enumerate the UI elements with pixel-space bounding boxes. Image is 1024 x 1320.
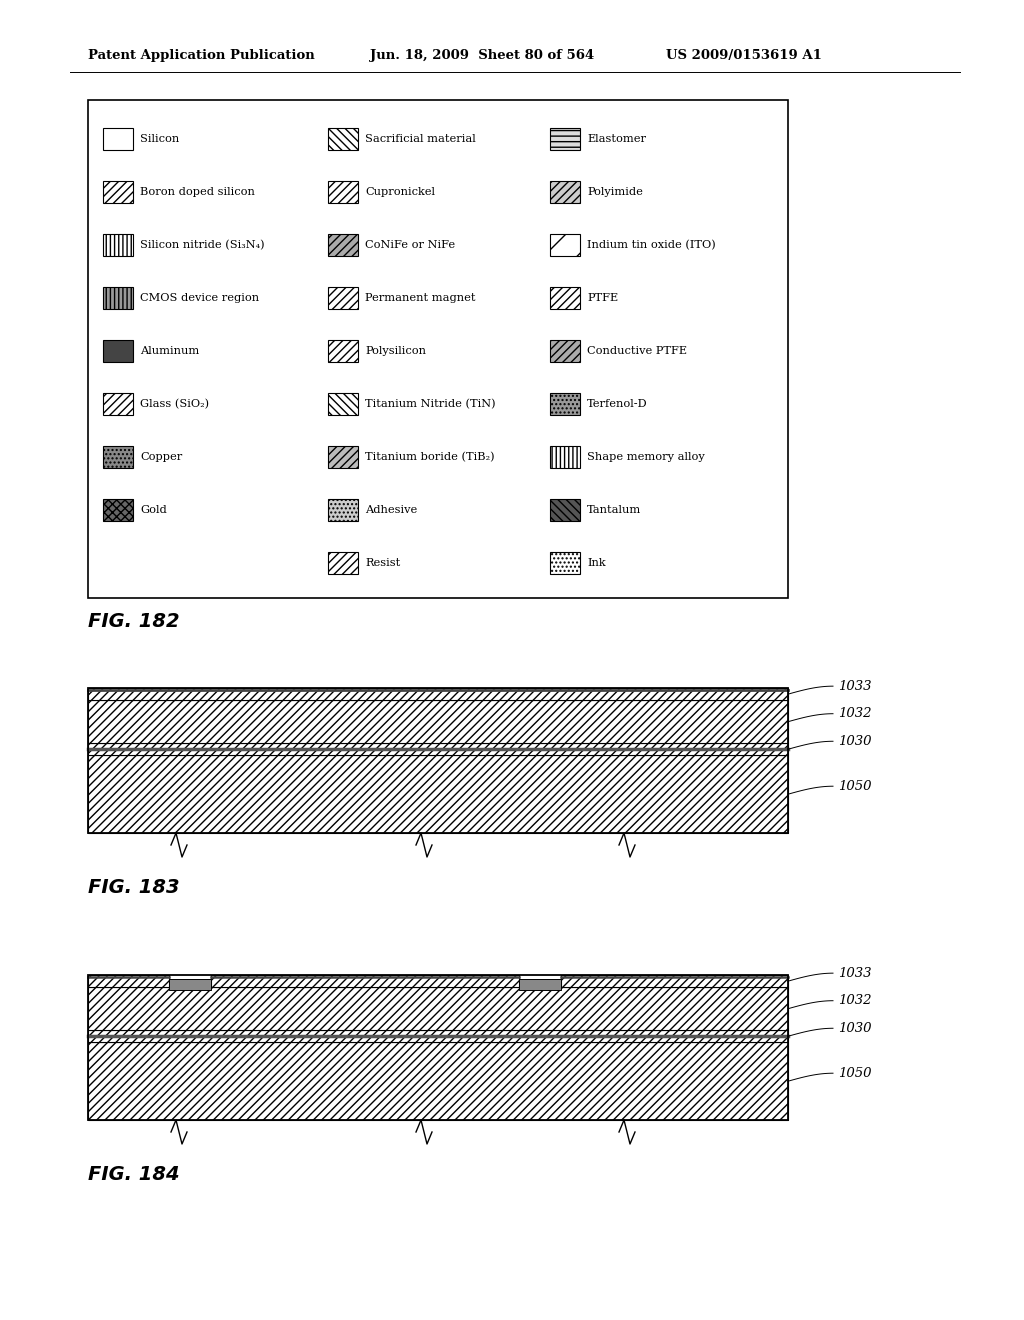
Text: Titanium boride (TiB₂): Titanium boride (TiB₂): [365, 451, 495, 462]
Text: FIG. 184: FIG. 184: [88, 1166, 179, 1184]
Bar: [550, 341, 580, 362]
Text: Titanium Nitride (TiN): Titanium Nitride (TiN): [365, 399, 496, 409]
Text: Cupronickel: Cupronickel: [365, 187, 435, 197]
Bar: [88, 975, 169, 987]
Text: Terfenol-D: Terfenol-D: [587, 399, 647, 409]
Bar: [550, 234, 580, 256]
Text: Permanent magnet: Permanent magnet: [365, 293, 475, 304]
Bar: [103, 393, 133, 414]
Bar: [550, 393, 580, 414]
Text: CMOS device region: CMOS device region: [140, 293, 259, 304]
Bar: [328, 341, 358, 362]
Bar: [88, 1030, 788, 1043]
Bar: [550, 286, 580, 309]
Bar: [550, 181, 580, 203]
Bar: [88, 975, 788, 1119]
Bar: [88, 755, 788, 833]
Text: Copper: Copper: [140, 451, 182, 462]
Text: Patent Application Publication: Patent Application Publication: [88, 49, 314, 62]
Text: CoNiFe or NiFe: CoNiFe or NiFe: [365, 240, 455, 249]
Text: US 2009/0153619 A1: US 2009/0153619 A1: [666, 49, 822, 62]
Bar: [550, 552, 580, 574]
Bar: [328, 446, 358, 469]
Bar: [550, 499, 580, 521]
Bar: [328, 128, 358, 150]
Text: 1033: 1033: [838, 680, 871, 693]
Bar: [88, 100, 788, 598]
Text: 1032: 1032: [838, 994, 871, 1007]
Bar: [328, 234, 358, 256]
Bar: [103, 286, 133, 309]
Bar: [211, 975, 518, 987]
Bar: [88, 701, 788, 743]
Bar: [88, 743, 788, 755]
Bar: [328, 286, 358, 309]
Text: 1032: 1032: [838, 708, 871, 721]
Text: Ink: Ink: [587, 558, 605, 568]
Text: Shape memory alloy: Shape memory alloy: [587, 451, 705, 462]
Bar: [103, 234, 133, 256]
Bar: [103, 341, 133, 362]
Bar: [518, 978, 560, 990]
Bar: [88, 987, 788, 1030]
Bar: [328, 393, 358, 414]
Text: Jun. 18, 2009  Sheet 80 of 564: Jun. 18, 2009 Sheet 80 of 564: [370, 49, 594, 62]
Bar: [550, 128, 580, 150]
Bar: [550, 446, 580, 469]
Text: 1030: 1030: [838, 1022, 871, 1035]
Bar: [88, 688, 788, 701]
Text: Silicon: Silicon: [140, 135, 179, 144]
Text: Polysilicon: Polysilicon: [365, 346, 426, 356]
Text: Boron doped silicon: Boron doped silicon: [140, 187, 255, 197]
Bar: [169, 978, 211, 990]
Bar: [88, 1043, 788, 1119]
Text: Silicon nitride (Si₃N₄): Silicon nitride (Si₃N₄): [140, 240, 264, 251]
Bar: [328, 181, 358, 203]
Text: Tantalum: Tantalum: [587, 506, 641, 515]
Text: 1050: 1050: [838, 780, 871, 793]
Text: FIG. 183: FIG. 183: [88, 878, 179, 898]
Bar: [560, 975, 788, 987]
Text: Adhesive: Adhesive: [365, 506, 417, 515]
Text: Indium tin oxide (ITO): Indium tin oxide (ITO): [587, 240, 716, 251]
Bar: [103, 499, 133, 521]
Text: Resist: Resist: [365, 558, 400, 568]
Text: Conductive PTFE: Conductive PTFE: [587, 346, 687, 356]
Text: Polyimide: Polyimide: [587, 187, 643, 197]
Text: 1033: 1033: [838, 966, 871, 979]
Text: Aluminum: Aluminum: [140, 346, 200, 356]
Text: Sacrificial material: Sacrificial material: [365, 135, 476, 144]
Bar: [103, 446, 133, 469]
Text: FIG. 182: FIG. 182: [88, 612, 179, 631]
Text: Gold: Gold: [140, 506, 167, 515]
Bar: [103, 181, 133, 203]
Text: Glass (SiO₂): Glass (SiO₂): [140, 399, 209, 409]
Text: 1030: 1030: [838, 735, 871, 747]
Text: PTFE: PTFE: [587, 293, 618, 304]
Bar: [103, 128, 133, 150]
Bar: [328, 552, 358, 574]
Bar: [328, 499, 358, 521]
Text: Elastomer: Elastomer: [587, 135, 646, 144]
Text: 1050: 1050: [838, 1067, 871, 1080]
Bar: [88, 688, 788, 833]
